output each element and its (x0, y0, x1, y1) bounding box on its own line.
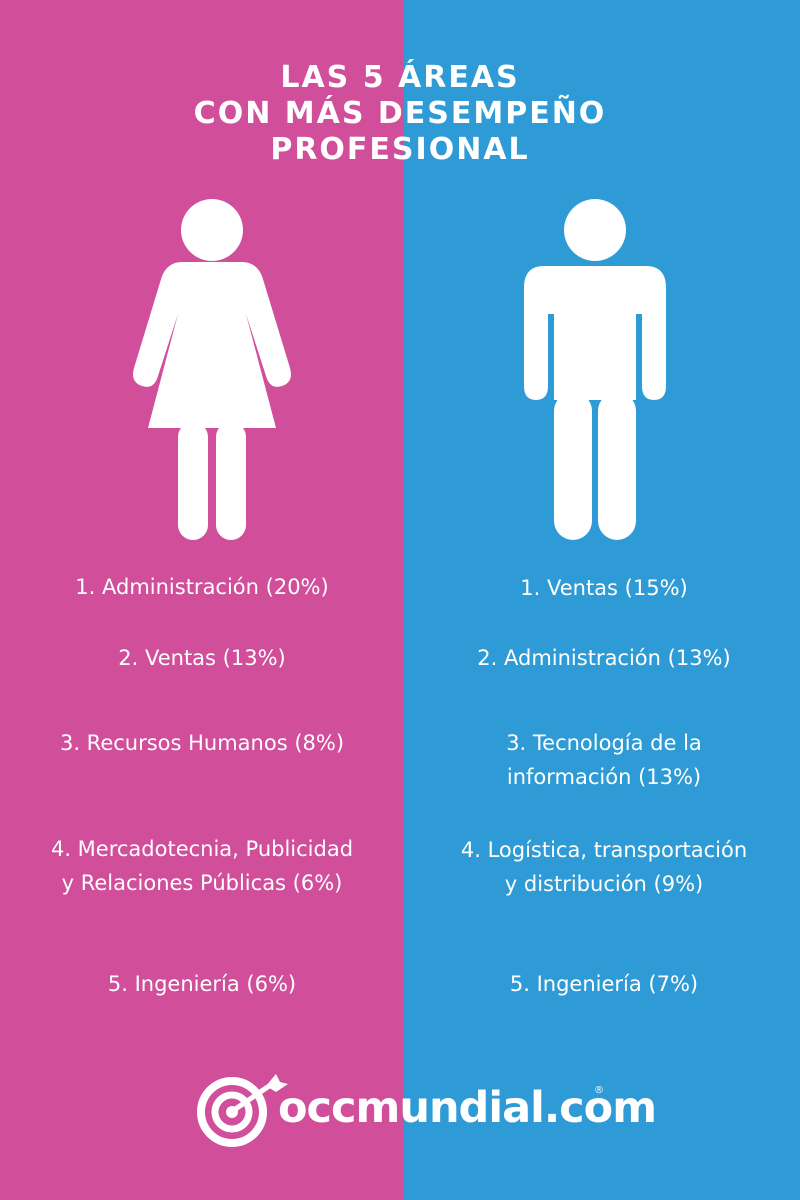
men-item-3-line-1: 3. Tecnología de la (506, 731, 702, 755)
registered-mark: ® (594, 1085, 604, 1096)
women-item-4-line-1: 4. Mercadotecnia, Publicidad (50, 837, 354, 861)
women-item-1: 1. Administración (20%) (75, 575, 329, 599)
title-line-2: CON MÁS DESEMPEÑO (193, 96, 607, 131)
women-item-4-line-2: y Relaciones Públicas (6%) (61, 871, 343, 895)
men-item-4: 4. Logística, transportación y distribuc… (412, 833, 796, 901)
men-item-3: 3. Tecnología de la información (13%) (412, 726, 796, 794)
page-title: LAS 5 ÁREAS CON MÁS DESEMPEÑO PROFESIONA… (0, 60, 800, 168)
men-item-4-line-1: 4. Logística, transportación (460, 838, 748, 862)
men-item-5: 5. Ingeniería (7%) (509, 972, 699, 996)
women-item-3: 3. Recursos Humanos (8%) (59, 731, 345, 755)
women-item-2: 2. Ventas (13%) (118, 646, 286, 670)
men-item-4-line-2: y distribución (9%) (504, 872, 704, 896)
logo-text: occmundial.com (278, 1083, 657, 1133)
women-panel (0, 0, 404, 1200)
target-dart-icon (197, 1074, 288, 1147)
title-line-3: PROFESIONAL (270, 132, 530, 167)
men-item-2: 2. Administración (13%) (477, 646, 731, 670)
women-item-4: 4. Mercadotecnia, Publicidad y Relacione… (10, 832, 394, 900)
women-item-5: 5. Ingeniería (6%) (107, 972, 297, 996)
men-item-3-line-2: información (13%) (506, 765, 702, 789)
man-icon (524, 199, 666, 540)
title-line-1: LAS 5 ÁREAS (280, 60, 520, 95)
men-item-1: 1. Ventas (15%) (520, 576, 688, 600)
woman-icon (133, 199, 291, 540)
occmundial-logo: occmundial.com ® (196, 1068, 657, 1148)
